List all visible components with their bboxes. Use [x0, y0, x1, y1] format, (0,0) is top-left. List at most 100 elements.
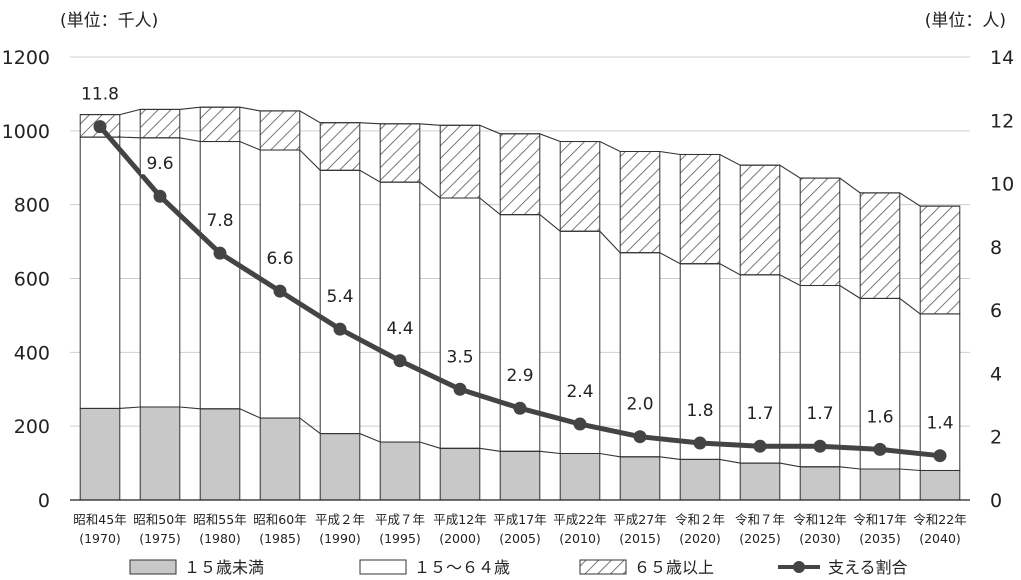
x-tick-label: 令和22年 — [913, 512, 966, 527]
line-point — [573, 417, 587, 431]
x-tick-label: 平成27年 — [613, 512, 666, 527]
x-tick-year-label: (2035) — [859, 531, 901, 546]
data-label: 9.6 — [146, 154, 173, 174]
bar-segment — [139, 108, 181, 139]
bar-segment — [379, 181, 421, 443]
bar-segment — [139, 406, 181, 501]
legend-label: １５～６４歳 — [414, 558, 510, 577]
x-tick-year-label: (1985) — [259, 531, 301, 546]
bar-segment — [739, 164, 781, 276]
x-tick-year-label: (2000) — [439, 531, 481, 546]
data-label: 1.8 — [686, 401, 713, 421]
left-axis-tick-label: 400 — [14, 342, 50, 364]
bar-segment — [259, 417, 301, 501]
line-point — [93, 120, 107, 134]
bar-segment — [379, 441, 421, 501]
x-tick-year-label: (1995) — [379, 531, 421, 546]
bar-segment — [319, 433, 361, 501]
support-ratio-line: 11.8 9.6 7.8 6.6 5.4 4.4 3.5 2.9 2.4 2.0 1.8 1.7 1.7… — [76, 80, 959, 463]
left-axis-tick-label: 1200 — [2, 47, 50, 69]
right-axis-tick-label: 6 — [990, 300, 1002, 322]
data-label-background — [321, 283, 359, 308]
right-axis-tick-label: 8 — [990, 237, 1002, 259]
bar-segment — [679, 263, 721, 460]
right-axis-tick-label: 12 — [990, 110, 1014, 132]
line-point — [813, 439, 827, 453]
right-axis-tick-label: 0 — [990, 490, 1002, 512]
stack-boundaries — [80, 106, 960, 472]
data-label-background — [861, 403, 899, 428]
bar-segment — [559, 141, 601, 232]
bar-segment — [739, 274, 781, 464]
x-tick-year-label: (2040) — [919, 531, 961, 546]
data-label: 2.9 — [506, 366, 533, 386]
bars — [79, 106, 961, 501]
x-tick-year-label: (1980) — [199, 531, 241, 546]
data-label-background — [801, 400, 839, 425]
line-point — [153, 189, 167, 203]
right-axis-unit-label: (単位：人) — [925, 11, 1006, 31]
data-label: 11.8 — [81, 85, 119, 105]
line-point — [213, 246, 227, 260]
bar-segment — [199, 408, 241, 501]
data-label-background — [381, 314, 419, 339]
line-point — [633, 430, 647, 444]
left-axis-tick-label: 1000 — [2, 121, 50, 143]
bar-segment — [679, 458, 721, 501]
legend-swatch — [359, 559, 407, 575]
line-point — [753, 439, 767, 453]
x-tick-label: 平成17年 — [493, 512, 546, 527]
left-axis-tick-label: 0 — [38, 490, 50, 512]
bar-segment — [859, 192, 901, 299]
data-label-background — [741, 400, 779, 425]
bar-segment — [919, 469, 961, 501]
bar-segment — [679, 153, 721, 265]
x-tick-label: 昭和50年 — [133, 512, 186, 527]
bar-segment — [499, 214, 541, 452]
data-label: 1.7 — [746, 404, 773, 424]
right-axis-tick-label: 10 — [990, 174, 1014, 196]
data-label-background — [76, 80, 124, 105]
x-tick-year-label: (2030) — [799, 531, 841, 546]
x-tick-label: 平成22年 — [553, 512, 606, 527]
right-axis-tick-label: 4 — [990, 363, 1002, 385]
bar-segment — [619, 151, 661, 254]
line-point — [513, 401, 527, 415]
bar-segment — [799, 285, 841, 468]
bar-segment — [859, 468, 901, 501]
bar-segment — [79, 136, 121, 409]
legend-label: １５歳未満 — [184, 558, 264, 577]
bar-segment — [799, 177, 841, 287]
line-point — [873, 442, 887, 456]
line-point — [333, 322, 347, 336]
data-label: 1.4 — [926, 414, 953, 434]
x-tick-year-label: (2010) — [559, 531, 601, 546]
data-label-background — [441, 343, 479, 368]
x-tick-label: 平成７年 — [375, 512, 425, 527]
data-label-background — [561, 378, 599, 403]
data-label-background — [921, 409, 959, 434]
legend-line-marker — [793, 561, 805, 573]
x-tick-year-label: (1970) — [79, 531, 121, 546]
x-tick-label: 昭和45年 — [73, 512, 126, 527]
legend: １５歳未満 １５～６４歳 ６５歳以上 支える割合 — [129, 558, 908, 577]
bar-segment — [259, 110, 301, 151]
left-axis-tick-label: 200 — [14, 416, 50, 438]
data-label-background — [261, 245, 299, 270]
data-label: 7.8 — [206, 211, 233, 231]
bar-segment — [319, 122, 361, 171]
line-point — [453, 382, 467, 396]
bar-segment — [799, 466, 841, 501]
x-tick-label: 令和２年 — [675, 512, 725, 527]
bar-segment — [919, 205, 961, 315]
right-axis-tick-label: 14 — [990, 47, 1014, 69]
bar-segment — [439, 197, 481, 449]
right-axis-tick-label: 2 — [990, 427, 1002, 449]
x-tick-label: 昭和60年 — [253, 512, 306, 527]
bar-segment — [619, 252, 661, 458]
data-label: 2.0 — [626, 395, 653, 415]
data-label-background — [501, 362, 539, 387]
bar-segment — [619, 456, 661, 501]
bar-segment — [439, 447, 481, 501]
x-tick-year-label: (2005) — [499, 531, 541, 546]
